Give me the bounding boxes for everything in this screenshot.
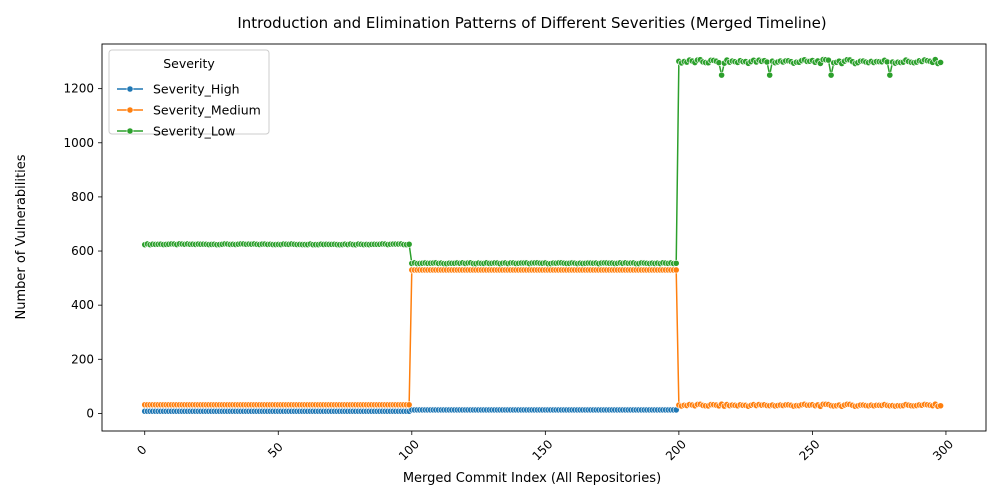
data-point <box>405 401 413 409</box>
y-tick-label: 1000 <box>63 136 94 150</box>
data-point <box>672 259 680 267</box>
legend-label: Severity_High <box>153 82 240 97</box>
data-point <box>825 56 832 64</box>
legend: Severity Severity_High Severity_Medium Seve… <box>108 49 270 139</box>
legend-item: Severity_Medium <box>117 103 261 118</box>
y-tick-label: 600 <box>71 244 94 258</box>
legend-marker <box>126 85 134 93</box>
data-point <box>937 402 944 410</box>
legend-marker <box>126 127 134 135</box>
chart-title: Introduction and Elimination Patterns of… <box>237 14 826 32</box>
legend-box <box>108 49 270 135</box>
data-point <box>718 71 725 79</box>
series-severity-low <box>141 56 944 268</box>
y-tick-label: 1200 <box>63 82 94 96</box>
series-severity-medium <box>141 266 944 410</box>
x-axis-label: Merged Commit Index (All Repositories) <box>403 471 661 486</box>
legend-marker <box>126 106 134 114</box>
plot-area <box>141 56 944 415</box>
legend-title: Severity <box>163 56 215 71</box>
legend-item: Severity_High <box>117 82 240 97</box>
data-point <box>672 266 680 274</box>
y-tick-label: 0 <box>86 406 94 420</box>
y-axis-label: Number of Vulnerabilities <box>14 154 29 319</box>
data-point <box>886 71 894 79</box>
y-tick-label: 200 <box>71 352 94 366</box>
data-point <box>937 59 944 66</box>
y-tick-label: 800 <box>71 190 94 204</box>
legend-label: Severity_Low <box>153 124 236 139</box>
data-point <box>405 240 413 248</box>
data-point <box>827 71 835 79</box>
legend-item: Severity_Low <box>117 124 236 139</box>
y-axis: 0 200 400 600 800 1000 1200 <box>63 82 102 420</box>
plot-frame <box>101 43 987 432</box>
y-tick-label: 400 <box>71 298 94 312</box>
data-point <box>766 71 774 79</box>
legend-label: Severity_Medium <box>153 103 261 118</box>
